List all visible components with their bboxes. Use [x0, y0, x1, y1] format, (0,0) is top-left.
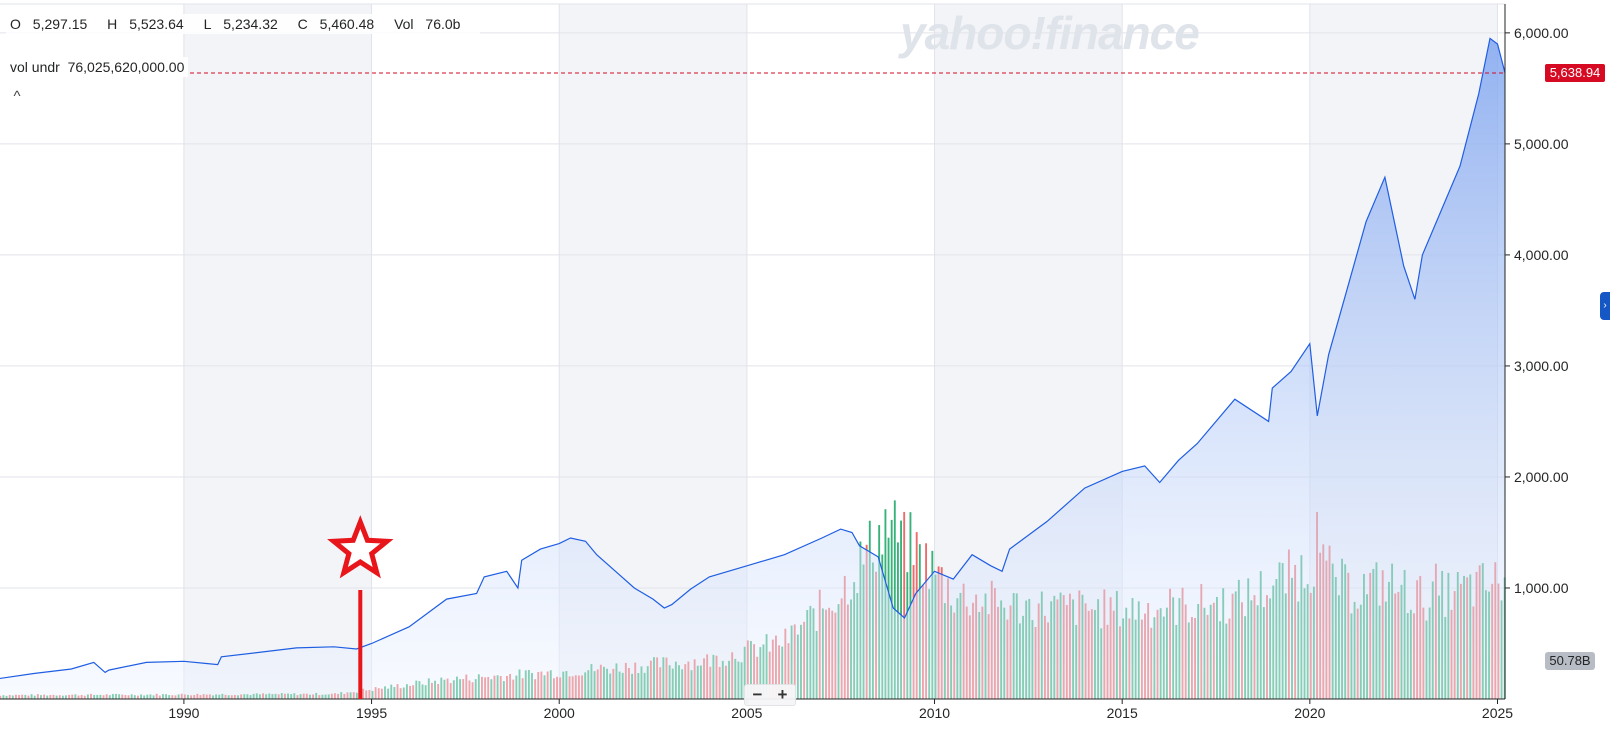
volume-bar [903, 511, 906, 699]
x-tick-label: 1995 [356, 705, 387, 721]
zoom-in-button[interactable]: + [777, 685, 788, 704]
ohlc-high: H 5,523.64 [107, 16, 184, 32]
ohlc-open: O 5,297.15 [10, 16, 88, 32]
x-tick-label: 2025 [1482, 705, 1513, 721]
zoom-out-button[interactable]: − [752, 685, 763, 704]
price-line [0, 37, 1506, 680]
ohlc-close: C 5,460.48 [297, 16, 375, 32]
vol-undr-label: vol undr [10, 59, 60, 75]
x-tick-label: 2000 [544, 705, 575, 721]
annotation-overlay [190, 72, 1505, 699]
ohlc-low: L 5,234.32 [203, 16, 278, 32]
y-tick-label: 4,000.00 [1514, 247, 1569, 263]
volume-underlying-readout: vol undr 76,025,620,000.00 [6, 57, 189, 77]
x-tick-label: 2020 [1294, 705, 1325, 721]
volume-bar [900, 520, 902, 699]
volume-badge: 50.78B [1545, 652, 1595, 670]
y-tick-label: 5,000.00 [1514, 136, 1569, 152]
current-price-badge: 5,638.94 [1545, 64, 1605, 82]
star-icon [327, 515, 394, 579]
x-tick-label: 1990 [168, 705, 199, 721]
y-tick-label: 6,000.00 [1514, 25, 1569, 41]
yahoo-finance-watermark: yahoo!finance [900, 7, 1200, 59]
collapse-legend-icon[interactable]: ^ [13, 88, 21, 105]
x-tick-label: 2005 [731, 705, 762, 721]
x-tick-label: 2015 [1107, 705, 1138, 721]
ohlc-volume: Vol 76.0b [394, 16, 461, 32]
volume-bar [893, 500, 896, 699]
shaded-band [183, 4, 372, 699]
price-area-fill [0, 38, 1505, 699]
y-tick-label: 1,000.00 [1514, 580, 1569, 596]
ohlc-readout: O 5,297.15 H 5,523.64 L 5,234.32 C 5,460… [6, 14, 481, 34]
x-tick-label: 2010 [919, 705, 950, 721]
y-tick-label: 2,000.00 [1514, 469, 1569, 485]
vol-undr-value: 76,025,620,000.00 [67, 59, 185, 75]
side-panel-toggle[interactable]: › [1600, 292, 1610, 320]
zoom-controls: − + [744, 684, 796, 706]
y-tick-label: 3,000.00 [1514, 358, 1569, 374]
price-area [0, 37, 1506, 699]
